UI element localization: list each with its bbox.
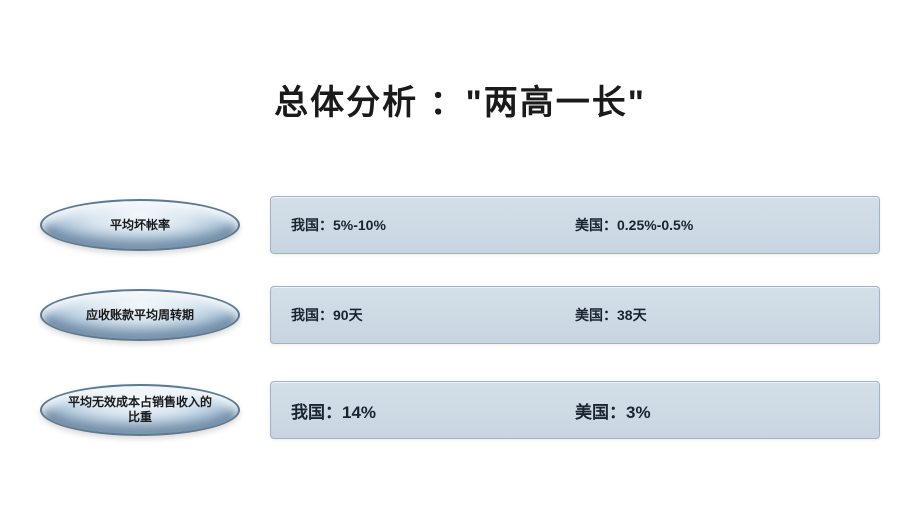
- metric-ellipse-2: 应收账款平均周转期: [40, 285, 240, 345]
- us-value: 美国：3%: [575, 398, 859, 423]
- panel-inner: 我国：90天 美国：38天: [291, 305, 859, 325]
- panel-inner: 我国：5%-10% 美国：0.25%-0.5%: [291, 215, 859, 235]
- us-value: 美国：38天: [575, 305, 859, 325]
- comparison-row-1: 平均坏帐率 我国：5%-10% 美国：0.25%-0.5%: [40, 195, 880, 255]
- china-value: 我国：5%-10%: [291, 215, 575, 235]
- comparison-panel-3: 我国：14% 美国：3%: [270, 381, 880, 439]
- comparison-panel-2: 我国：90天 美国：38天: [270, 286, 880, 344]
- us-value: 美国：0.25%-0.5%: [575, 215, 859, 235]
- china-value: 我国：14%: [291, 398, 575, 423]
- panel-inner: 我国：14% 美国：3%: [291, 398, 859, 423]
- ellipse-shape: 应收账款平均周转期: [40, 289, 240, 341]
- metric-label: 平均坏帐率: [110, 218, 170, 233]
- ellipse-shape: 平均坏帐率: [40, 199, 240, 251]
- metric-label: 应收账款平均周转期: [86, 308, 194, 323]
- china-value: 我国：90天: [291, 305, 575, 325]
- comparison-panel-1: 我国：5%-10% 美国：0.25%-0.5%: [270, 196, 880, 254]
- metric-ellipse-1: 平均坏帐率: [40, 195, 240, 255]
- metric-label: 平均无效成本占销售收入的比重: [64, 395, 216, 425]
- metric-ellipse-3: 平均无效成本占销售收入的比重: [40, 380, 240, 440]
- comparison-row-3: 平均无效成本占销售收入的比重 我国：14% 美国：3%: [40, 380, 880, 440]
- ellipse-shape: 平均无效成本占销售收入的比重: [40, 384, 240, 436]
- page-title: 总体分析 ："两高一长": [0, 75, 920, 124]
- comparison-row-2: 应收账款平均周转期 我国：90天 美国：38天: [40, 285, 880, 345]
